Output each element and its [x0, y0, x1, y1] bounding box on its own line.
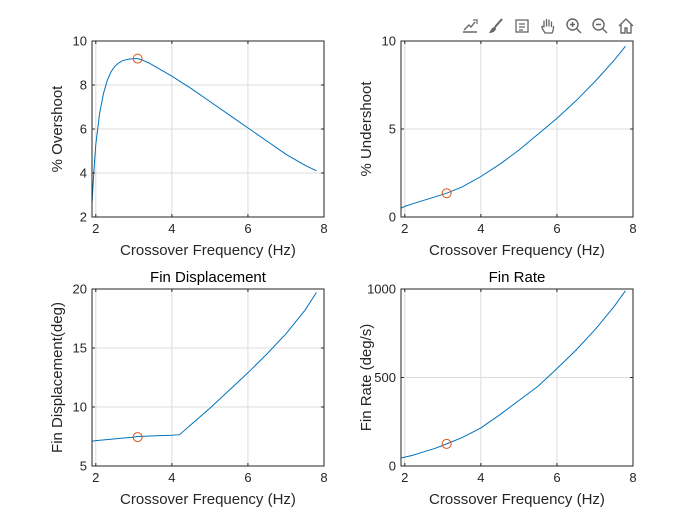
y-tick-label: 500: [374, 370, 396, 385]
highlight-marker: [132, 432, 143, 443]
y-axis-label: % Overshoot: [49, 85, 66, 173]
subplot-4: 2 4 6 8 0 500 1000 Crossover Frequency (Hz) Fin …: [358, 269, 637, 508]
zoom-out-icon[interactable]: [588, 14, 612, 38]
x-tick-label: 8: [320, 470, 327, 485]
y-tick-label: 5: [80, 459, 87, 474]
y-tick-label: 0: [389, 210, 396, 225]
x-axis-label: Crossover Frequency (Hz): [429, 491, 605, 508]
subplot-2: 2 4 6 8 0 5 10 Crossover Frequency (Hz) % Unders…: [358, 34, 637, 260]
x-tick-label: 8: [629, 470, 636, 485]
x-tick-label: 4: [477, 470, 484, 485]
zoom-in-icon[interactable]: [562, 14, 586, 38]
x-axis-label: Crossover Frequency (Hz): [120, 242, 296, 259]
y-tick-label: 20: [73, 282, 87, 297]
y-tick-label: 15: [73, 341, 87, 356]
x-tick-label: 6: [553, 221, 560, 236]
x-tick-label: 2: [92, 470, 99, 485]
y-tick-label: 10: [382, 34, 396, 49]
y-tick-label: 2: [80, 210, 87, 225]
series-line: [91, 292, 317, 442]
y-tick-label: 0: [389, 459, 396, 474]
y-axis-label: Fin Rate (deg/s): [358, 324, 375, 432]
plot-area[interactable]: [92, 289, 324, 466]
series-line: [400, 290, 626, 459]
chart-title: Fin Rate: [489, 269, 546, 286]
subplot-3: 2 4 6 8 5 10 15 20 Crossover Frequency (Hz) Fin D…: [49, 269, 328, 508]
brush-icon[interactable]: [484, 14, 508, 38]
highlight-marker: [441, 188, 452, 199]
x-tick-label: 4: [477, 221, 484, 236]
y-tick-label: 6: [80, 122, 87, 137]
x-tick-label: 2: [401, 221, 408, 236]
y-tick-label: 4: [80, 166, 87, 181]
pan-hand-icon[interactable]: [536, 14, 560, 38]
x-axis-label: Crossover Frequency (Hz): [120, 491, 296, 508]
x-tick-label: 8: [320, 221, 327, 236]
series-line: [91, 58, 317, 204]
x-tick-label: 8: [629, 221, 636, 236]
x-tick-label: 4: [168, 221, 175, 236]
subplot-1: 2 4 6 8 2 4 6 8 10 Crossover Frequency (Hz) % Over…: [49, 34, 328, 260]
y-tick-label: 10: [73, 400, 87, 415]
y-axis-label: % Undershoot: [358, 81, 375, 177]
y-tick-label: 5: [389, 122, 396, 137]
series-line: [400, 45, 626, 209]
x-tick-label: 6: [244, 470, 251, 485]
home-icon[interactable]: [614, 14, 638, 38]
figure-toolbar: [458, 14, 638, 40]
data-tips-icon[interactable]: [458, 14, 482, 38]
highlight-marker: [132, 53, 143, 64]
x-tick-label: 6: [244, 221, 251, 236]
x-tick-label: 6: [553, 470, 560, 485]
x-tick-label: 2: [401, 470, 408, 485]
axes-box: [91, 288, 325, 467]
y-tick-label: 1000: [367, 282, 396, 297]
highlight-marker: [441, 438, 452, 449]
y-axis-label: Fin Displacement(deg): [49, 302, 66, 453]
x-tick-label: 2: [92, 221, 99, 236]
y-tick-label: 10: [73, 34, 87, 49]
legend-icon[interactable]: [510, 14, 534, 38]
x-tick-label: 4: [168, 470, 175, 485]
x-axis-label: Crossover Frequency (Hz): [429, 242, 605, 259]
chart-title: Fin Displacement: [150, 269, 267, 286]
y-tick-label: 8: [80, 78, 87, 93]
